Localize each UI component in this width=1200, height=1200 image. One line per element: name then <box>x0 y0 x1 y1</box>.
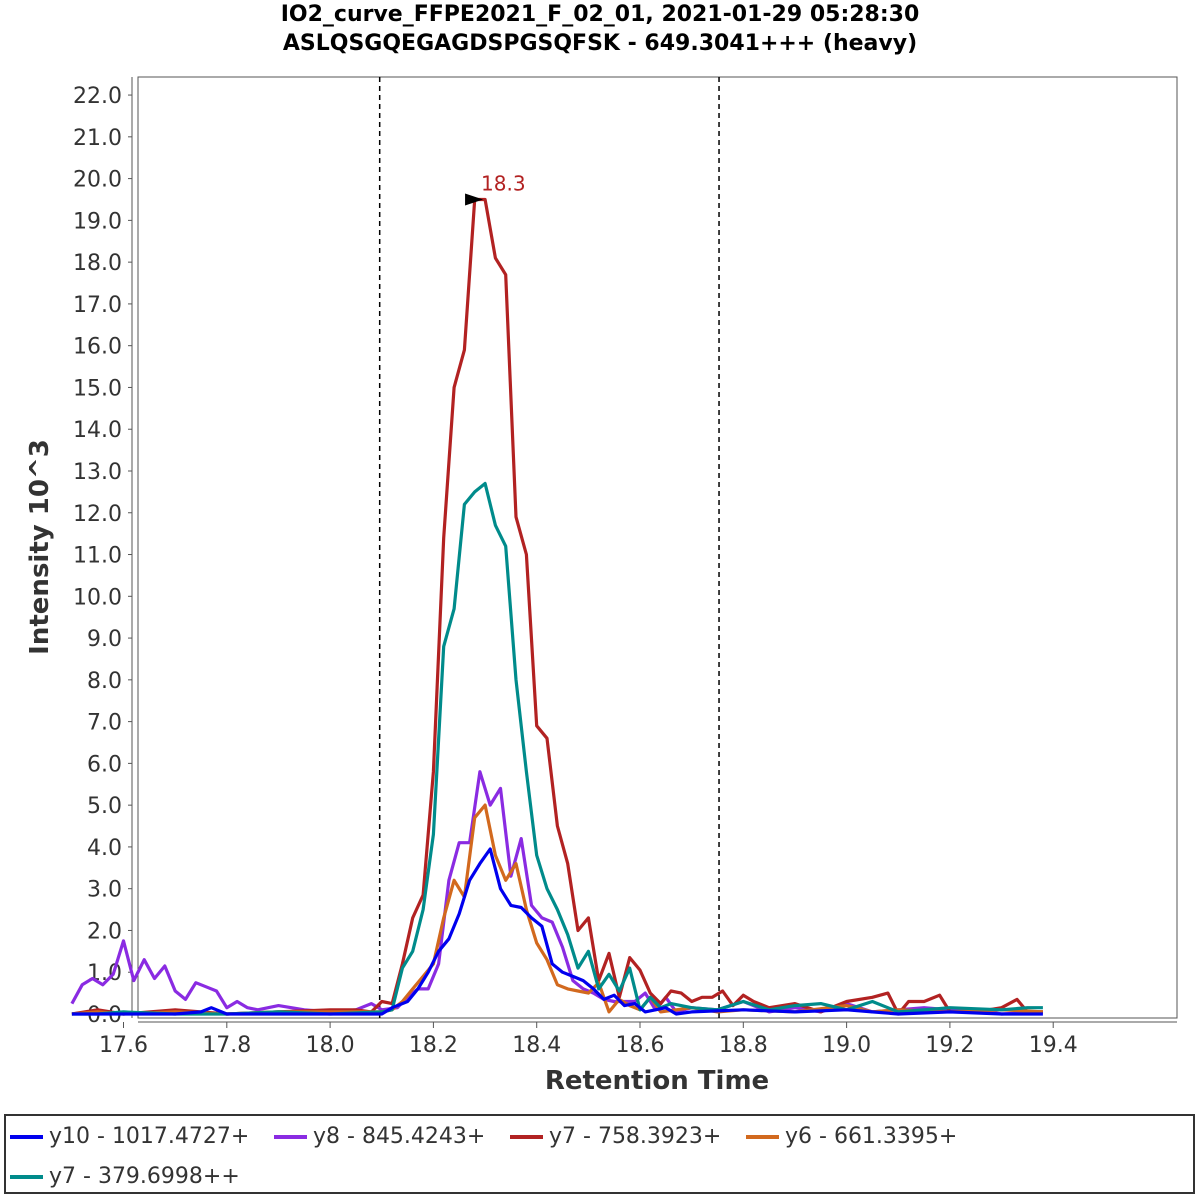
plot-area <box>137 76 1178 1019</box>
y-tick-label: 22.0 <box>73 84 122 109</box>
y-tick-label: 11.0 <box>73 544 122 569</box>
chart-title-line1: IO2_curve_FFPE2021_F_02_01, 2021-01-29 0… <box>280 2 920 27</box>
legend-swatch <box>10 1174 43 1179</box>
legend: y10 - 1017.4727+ y8 - 845.4243+ y7 - 758.3… <box>4 1114 1195 1194</box>
x-tick-label: 18.4 <box>512 1033 561 1058</box>
integration-boundaries <box>378 77 720 1018</box>
x-tick-label: 18.8 <box>719 1033 768 1058</box>
y-tick-label: 9.0 <box>87 627 122 652</box>
y-tick-label: 18.0 <box>73 251 122 276</box>
y-tick-label: 21.0 <box>73 126 122 151</box>
peak-marker-arrow <box>465 193 484 206</box>
peak-label: 18.3 <box>481 171 526 195</box>
x-tick-label: 18.0 <box>306 1033 355 1058</box>
legend-item: y7 - 379.6998++ <box>10 1164 240 1189</box>
y-tick-label: 14.0 <box>73 418 122 443</box>
axes: 0.01.02.03.04.05.06.07.08.09.010.011.012… <box>73 77 1177 1058</box>
legend-label: y10 - 1017.4727+ <box>49 1124 250 1149</box>
y-tick-label: 13.0 <box>73 460 122 485</box>
peak-annotation: 18.3 <box>465 171 526 206</box>
legend-swatch <box>510 1134 543 1139</box>
y-tick-label: 5.0 <box>87 794 122 819</box>
y-tick-label: 12.0 <box>73 502 122 527</box>
y-tick-label: 2.0 <box>87 919 122 944</box>
y-tick-label: 17.0 <box>73 293 122 318</box>
legend-swatch <box>10 1134 43 1139</box>
y-tick-label: 19.0 <box>73 209 122 234</box>
legend-label: y7 - 758.3923+ <box>549 1124 722 1149</box>
legend-swatch <box>746 1134 779 1139</box>
x-tick-label: 17.8 <box>202 1033 251 1058</box>
y-tick-label: 15.0 <box>73 376 122 401</box>
x-tick-label: 18.2 <box>409 1033 458 1058</box>
x-tick-label: 19.2 <box>925 1033 974 1058</box>
y-tick-label: 8.0 <box>87 669 122 694</box>
series-line-0 <box>71 847 1043 1016</box>
y-tick-label: 20.0 <box>73 168 122 193</box>
y-tick-label: 7.0 <box>87 711 122 736</box>
legend-label: y8 - 845.4243+ <box>313 1124 486 1149</box>
series-line-4 <box>71 481 1043 1016</box>
y-axis-label: Intensity 10^3 <box>25 439 55 655</box>
legend-item: y10 - 1017.4727+ <box>10 1124 249 1149</box>
legend-item: y7 - 758.3923+ <box>510 1124 721 1149</box>
x-axis-label: Retention Time <box>545 1066 769 1096</box>
legend-item: y8 - 845.4243+ <box>274 1124 485 1149</box>
chromatogram-chart: 0.01.02.03.04.05.06.07.08.09.010.011.012… <box>25 76 1178 1096</box>
legend-label: y7 - 379.6998++ <box>49 1164 240 1189</box>
x-tick-label: 19.4 <box>1029 1033 1078 1058</box>
legend-item: y6 - 661.3395+ <box>746 1124 957 1149</box>
series-lines <box>70 197 1043 1016</box>
chart-title-line2: ASLQSGQEGAGDSPGSQFSK - 649.3041+++ (heav… <box>282 31 918 56</box>
y-tick-label: 6.0 <box>87 752 122 777</box>
x-tick-label: 19.0 <box>822 1033 871 1058</box>
y-tick-label: 16.0 <box>73 335 122 360</box>
x-tick-label: 17.6 <box>99 1033 148 1058</box>
x-tick-label: 18.6 <box>616 1033 665 1058</box>
legend-swatch <box>274 1134 307 1139</box>
y-tick-label: 10.0 <box>73 585 122 610</box>
legend-label: y6 - 661.3395+ <box>785 1124 958 1149</box>
y-tick-label: 3.0 <box>87 878 122 903</box>
y-tick-label: 4.0 <box>87 836 122 861</box>
